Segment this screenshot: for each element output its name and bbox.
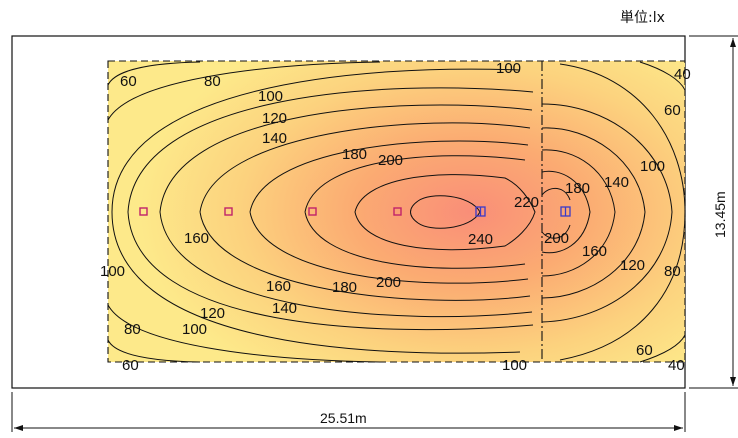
contour-label: 100 — [100, 263, 125, 280]
contour-label: 60 — [636, 342, 653, 359]
contour-label: 120 — [262, 110, 287, 127]
contour-label: 200 — [378, 152, 403, 169]
contour-label: 80 — [124, 321, 141, 338]
contour-label: 140 — [272, 300, 297, 317]
split-fixture-icon — [560, 206, 571, 217]
contour-label: 140 — [262, 130, 287, 147]
split-fixture-icon — [475, 206, 486, 217]
contour-label: 80 — [204, 73, 221, 90]
contour-label: 160 — [184, 230, 209, 247]
contour-label: 60 — [120, 73, 137, 90]
contour-160-right — [541, 149, 616, 277]
contour-240 — [410, 195, 481, 229]
square-fixture-icon — [224, 207, 233, 216]
contour-lines-right — [541, 61, 686, 363]
fixtures — [139, 206, 571, 217]
contour-label: 160 — [582, 243, 607, 260]
contour-100 — [111, 68, 521, 354]
contour-180 — [249, 140, 529, 284]
contour-label: 200 — [376, 274, 401, 291]
height-dimension: 13.45m — [689, 35, 738, 389]
width-label: 25.51m — [320, 410, 367, 426]
contour-label: 180 — [565, 180, 590, 197]
contour-labels: 60 80 100 120 140 180 200 100 40 60 100 … — [100, 60, 691, 374]
contour-label: 240 — [468, 231, 493, 248]
contour-label: 100 — [258, 88, 283, 105]
contour-80 — [107, 61, 381, 363]
square-fixture-icon — [393, 207, 402, 216]
contour-140-right — [541, 127, 646, 299]
square-fixture-icon — [308, 207, 317, 216]
contour-label: 140 — [604, 174, 629, 191]
contour-120 — [127, 87, 534, 331]
contour-label: 200 — [544, 230, 569, 247]
contour-label: 160 — [266, 278, 291, 295]
contour-180-right — [541, 170, 591, 254]
height-label: 13.45m — [712, 191, 728, 238]
contour-200 — [304, 155, 526, 269]
contour-label: 100 — [182, 321, 207, 338]
contour-label: 80 — [664, 263, 681, 280]
contour-200-right — [541, 187, 571, 239]
contour-140 — [159, 104, 533, 318]
contour-label: 220 — [514, 194, 539, 211]
contour-220 — [354, 174, 536, 251]
unit-label: 単位:lx — [620, 10, 665, 26]
contour-label: 120 — [620, 257, 645, 274]
contour-label: 180 — [332, 279, 357, 296]
calc-area-boundary — [107, 60, 686, 363]
contour-label: 60 — [664, 102, 681, 119]
contour-label: 180 — [342, 146, 367, 163]
contour-label: 60 — [122, 357, 139, 374]
contour-label: 40 — [674, 66, 691, 83]
width-dimension: 25.51m — [11, 392, 686, 432]
contour-label: 120 — [200, 305, 225, 322]
contour-120-right — [541, 103, 673, 323]
square-fixture-icon — [139, 207, 148, 216]
contour-60-right — [639, 61, 686, 363]
contour-label: 100 — [640, 158, 665, 175]
contour-label: 100 — [496, 60, 521, 77]
contour-label: 40 — [668, 357, 685, 374]
contour-160 — [199, 122, 531, 301]
contour-label: 100 — [502, 357, 527, 374]
contour-lines-left — [107, 61, 536, 363]
